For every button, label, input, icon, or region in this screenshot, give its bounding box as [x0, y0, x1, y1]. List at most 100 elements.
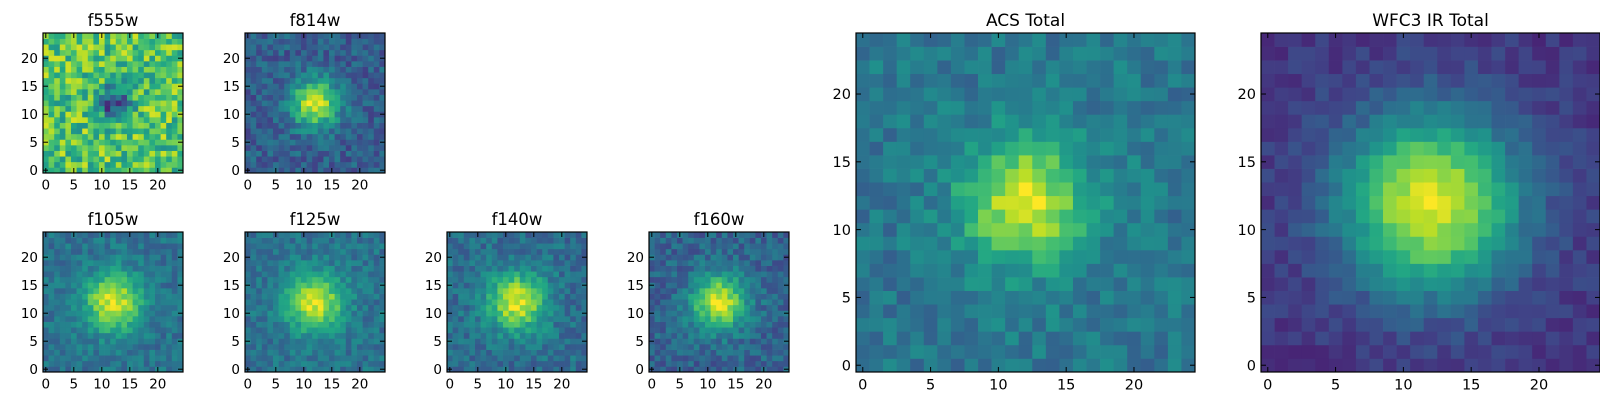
heatmap-cell	[660, 332, 667, 339]
heatmap-cell	[531, 332, 537, 339]
heatmap-cell	[665, 355, 672, 362]
heatmap-cell	[1342, 155, 1357, 169]
heatmap-cell	[71, 276, 77, 283]
heatmap-cell	[671, 355, 678, 362]
heatmap-cell	[1045, 46, 1060, 61]
heatmap-cell	[317, 49, 324, 56]
heatmap-cell	[727, 338, 734, 345]
heatmap-cell	[312, 310, 319, 317]
heatmap-cell	[1410, 249, 1425, 264]
heatmap-cell	[379, 145, 386, 151]
heatmap-cell	[575, 271, 582, 278]
heatmap-cell	[1423, 155, 1438, 169]
heatmap-cell	[1355, 290, 1370, 305]
heatmap-cell	[351, 276, 358, 283]
heatmap-cell	[458, 288, 465, 294]
heatmap-cell	[950, 249, 965, 264]
heatmap-cell	[458, 237, 465, 244]
heatmap-cell	[345, 299, 352, 306]
heatmap-cell	[149, 338, 156, 345]
heatmap-cell	[677, 321, 683, 328]
heatmap-cell	[334, 316, 341, 322]
heatmap-cell	[519, 288, 526, 294]
heatmap-cell	[273, 316, 279, 322]
heatmap-cell	[452, 271, 459, 278]
heatmap-cell	[334, 332, 341, 339]
heatmap-cell	[289, 117, 296, 123]
heatmap-cell	[649, 260, 655, 266]
heatmap-cell	[727, 304, 734, 311]
heatmap-cell	[937, 344, 952, 359]
heatmap-cell	[273, 360, 279, 367]
heatmap-cell	[312, 254, 319, 261]
heatmap-cell	[104, 111, 111, 118]
heatmap-cell	[856, 127, 870, 142]
heatmap-cell	[323, 150, 330, 157]
heatmap-cell	[76, 232, 83, 238]
heatmap-cell	[306, 122, 313, 129]
heatmap-cell	[329, 332, 335, 339]
heatmap-cell	[772, 276, 779, 283]
heatmap-cell	[71, 344, 77, 350]
heatmap-cell	[256, 128, 263, 135]
heatmap-cell	[132, 243, 139, 250]
heatmap-cell	[284, 344, 291, 350]
heatmap-cell	[256, 117, 263, 123]
heatmap-cell	[93, 49, 100, 56]
heatmap-cell	[127, 332, 133, 339]
heatmap-cell	[503, 282, 509, 289]
heatmap-cell	[710, 271, 717, 278]
heatmap-cell	[869, 114, 884, 129]
heatmap-cell	[289, 349, 296, 356]
heatmap-cell	[1032, 73, 1047, 88]
heatmap-cell	[104, 33, 111, 39]
heatmap-cell	[306, 260, 313, 266]
heatmap-cell	[896, 331, 911, 346]
heatmap-cell	[716, 321, 723, 328]
heatmap-cell	[1396, 358, 1411, 373]
heatmap-cell	[256, 243, 263, 250]
heatmap-cell	[121, 349, 128, 356]
heatmap-cell	[351, 265, 358, 272]
heatmap-cell	[261, 150, 268, 157]
heatmap-cell	[1464, 182, 1479, 197]
heatmap-cell	[514, 265, 521, 272]
heatmap-cell	[950, 168, 965, 183]
heatmap-cell	[317, 139, 324, 146]
heatmap-cell	[660, 293, 667, 300]
heatmap-cell	[273, 276, 279, 283]
heatmap-cell	[783, 316, 790, 322]
heatmap-cell	[306, 288, 313, 294]
heatmap-cell	[160, 304, 167, 311]
heatmap-cell	[143, 94, 150, 101]
heatmap-cell	[705, 248, 711, 255]
heatmap-cell	[856, 100, 870, 115]
heatmap-cell	[783, 265, 790, 272]
heatmap-cell	[82, 321, 89, 328]
heatmap-cell	[312, 150, 319, 157]
heatmap-cell	[1572, 317, 1587, 332]
heatmap-cell	[486, 355, 493, 362]
heatmap-cell	[317, 338, 324, 345]
heatmap-cell	[334, 161, 341, 168]
heatmap-cell	[76, 156, 83, 163]
heatmap-cell	[160, 61, 167, 67]
heatmap-cell	[497, 299, 504, 306]
heatmap-cell	[110, 150, 117, 157]
heatmap-cell	[93, 360, 100, 367]
heatmap-cell	[869, 209, 884, 224]
heatmap-cell	[245, 360, 251, 367]
heatmap-cell	[575, 366, 582, 373]
heatmap-cell	[155, 89, 161, 95]
heatmap-cell	[171, 161, 178, 168]
heatmap-cell	[1181, 100, 1196, 115]
heatmap-cell	[301, 55, 307, 62]
heatmap-cell	[110, 271, 117, 278]
heatmap-cell	[1559, 344, 1574, 359]
heatmap-cell	[553, 288, 560, 294]
heatmap-cell	[710, 260, 717, 266]
heatmap-cell	[115, 139, 122, 146]
heatmap-cell	[127, 150, 133, 157]
heatmap-cell	[177, 100, 184, 107]
heatmap-cell	[1545, 263, 1560, 278]
